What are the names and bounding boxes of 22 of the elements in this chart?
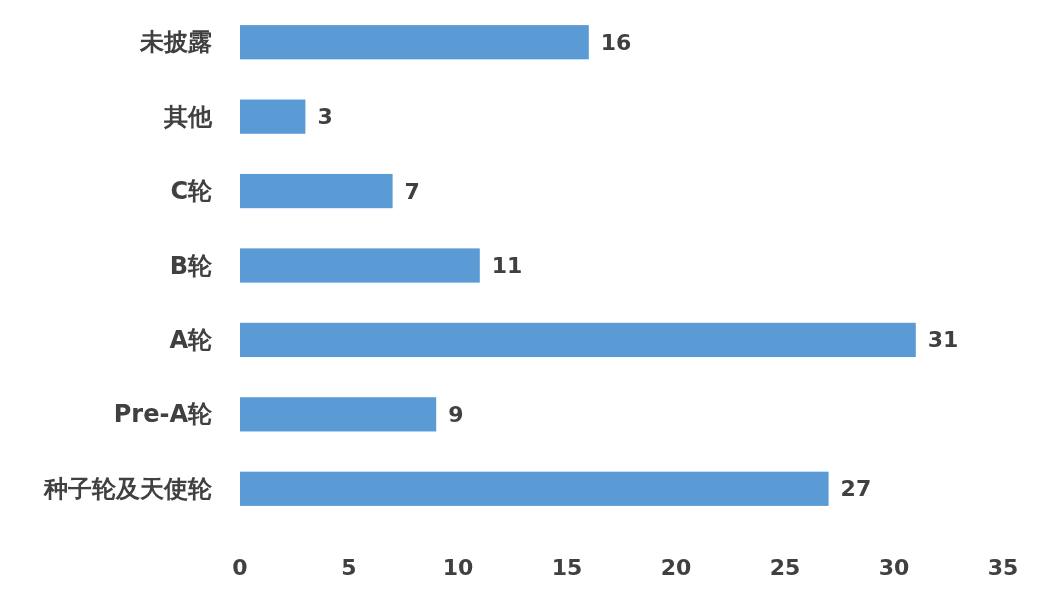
category-label: C轮 [170, 177, 212, 206]
category-label: B轮 [169, 251, 212, 280]
tick-label: 15 [551, 554, 583, 580]
data-label: 31 [927, 327, 959, 353]
tick-label: 20 [660, 554, 692, 580]
data-label: 7 [404, 178, 420, 204]
tick-label: 0 [232, 554, 248, 580]
data-label: 27 [840, 476, 872, 502]
category-label: A轮 [169, 325, 212, 354]
tick-label: 10 [442, 554, 474, 580]
data-label: 11 [491, 253, 523, 278]
tick-label: 25 [769, 554, 801, 580]
category-label: 未披露 [140, 28, 212, 57]
tick-label: 30 [878, 554, 910, 580]
data-label: 16 [600, 29, 632, 55]
tick-label: 35 [987, 554, 1019, 580]
category-label: Pre-A轮 [113, 400, 212, 429]
data-label: 3 [317, 104, 333, 130]
data-label: 9 [448, 401, 464, 427]
tick-label: 5 [341, 554, 357, 580]
category-label: 种子轮及天使轮 [44, 474, 212, 503]
category-label: 其他 [164, 102, 212, 131]
